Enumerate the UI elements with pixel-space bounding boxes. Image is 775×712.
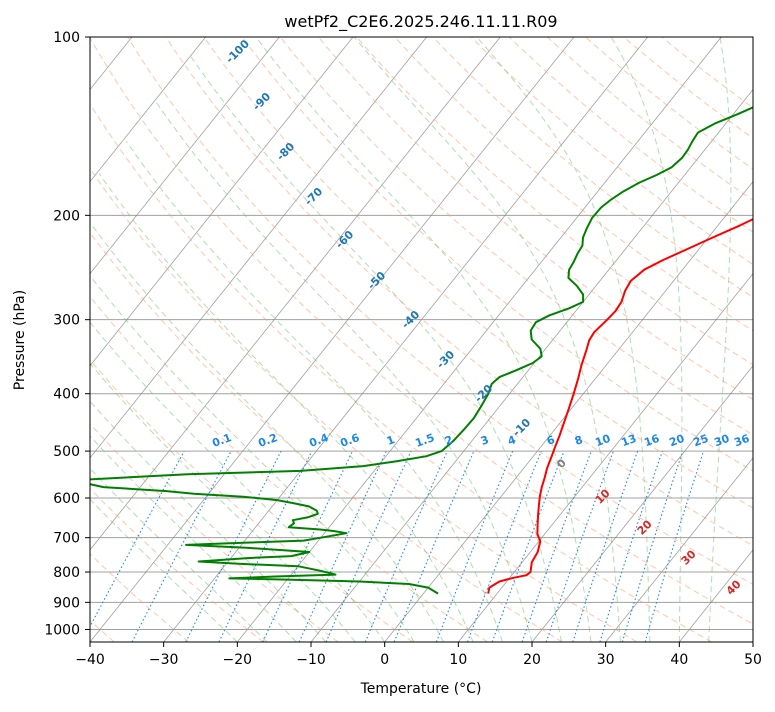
mixing-ratio-label: 0.4 — [307, 431, 330, 450]
dry-adiabat-line — [90, 37, 775, 642]
mixing-ratio-line — [600, 451, 663, 642]
background-lines — [0, 37, 775, 642]
mixing-ratio-label: 30 — [712, 432, 731, 450]
dry-adiabat-line — [547, 37, 775, 642]
x-tick-label: −40 — [75, 652, 105, 668]
dry-adiabat-line — [0, 37, 562, 642]
isotherm-line — [753, 37, 775, 642]
x-tick-label: 30 — [597, 652, 615, 668]
isotherm-line — [16, 37, 500, 642]
isotherm-line — [164, 37, 648, 642]
isotherm-line — [458, 37, 775, 642]
dry-adiabat-label: -50 — [365, 269, 388, 292]
y-tick-label: 800 — [53, 565, 80, 581]
isotherm-line — [679, 37, 775, 642]
mixing-ratio-label: 20 — [667, 432, 686, 450]
mixing-ratio-label: 25 — [691, 432, 710, 449]
isotherm-line — [0, 37, 58, 642]
isotherm-line — [0, 37, 427, 642]
mixing-ratio-line — [299, 451, 386, 642]
mixing-ratio-label: 0.1 — [210, 431, 233, 450]
mixing-ratio-label: 1.5 — [413, 431, 436, 450]
moist-adiabat-line — [126, 141, 502, 642]
y-tick-label: 500 — [53, 444, 80, 460]
chart-title: wetPf2_C2E6.2025.246.11.11.R09 — [284, 12, 557, 32]
moist-adiabat-label: 40 — [724, 577, 744, 597]
mixing-ratio-line — [522, 451, 591, 642]
x-tick-label: 10 — [449, 652, 467, 668]
mixing-ratio-label: 13 — [619, 432, 638, 449]
y-tick-label: 900 — [53, 595, 80, 611]
dry-adiabat-label: -80 — [274, 140, 297, 163]
y-tick-label: 400 — [53, 387, 80, 403]
y-tick-label: 700 — [53, 531, 80, 547]
x-tick-label: 40 — [670, 652, 688, 668]
mixing-ratio-label: 6 — [545, 433, 557, 448]
dry-adiabat-line — [433, 37, 775, 642]
dry-adiabat-line — [166, 37, 775, 642]
mixing-ratio-label: 10 — [593, 432, 612, 450]
y-tick-label: 1000 — [44, 622, 80, 638]
dry-adiabat-line — [0, 37, 488, 642]
dry-adiabat-line — [662, 37, 775, 642]
moist-adiabat-line — [76, 202, 444, 642]
mixing-ratio-label: 0.2 — [256, 431, 279, 450]
moist-adiabat-label: 20 — [635, 517, 655, 537]
dry-adiabat-line — [242, 37, 775, 642]
mixing-ratio-line — [645, 451, 703, 642]
x-tick-label: 20 — [523, 652, 541, 668]
x-tick-label: −30 — [149, 652, 179, 668]
moist-adiabat-label: 10 — [593, 486, 613, 506]
dry-adiabat-label: -40 — [399, 308, 422, 331]
y-tick-label: 300 — [53, 313, 80, 329]
mixing-ratio-label: 36 — [732, 432, 751, 450]
y-tick-label: 600 — [53, 491, 80, 507]
moist-adiabat-line — [3, 291, 326, 642]
moist-adiabat-label: 30 — [679, 547, 699, 567]
dry-adiabat-line — [395, 37, 775, 642]
mixing-ratio-label: 0.6 — [338, 431, 361, 450]
mixing-ratio-label: 3 — [479, 433, 491, 448]
mixing-ratio-label: 16 — [642, 432, 661, 450]
moist-adiabat-line — [709, 37, 731, 642]
isotherm-line — [0, 37, 279, 642]
y-tick-label: 200 — [53, 208, 80, 224]
y-axis-label: Pressure (hPa) — [12, 290, 28, 390]
dry-adiabat-line — [0, 37, 264, 642]
mixing-ratio-line — [263, 451, 353, 642]
mixing-ratio-label: 8 — [573, 433, 585, 448]
mixing-ratio-line — [622, 451, 683, 642]
dry-adiabat-label: -90 — [250, 90, 273, 113]
moist-adiabat-line — [354, 37, 620, 642]
dry-adiabat-line — [13, 37, 637, 642]
moist-adiabat-line — [0, 344, 237, 642]
x-tick-label: −20 — [223, 652, 253, 668]
x-axis: −40 −30 −20 −10 0 10 20 30 40 50 — [75, 642, 762, 668]
dry-adiabat-line — [0, 37, 189, 642]
dry-adiabat-label: -100 — [223, 37, 252, 66]
moist-adiabat-line — [611, 37, 682, 642]
x-tick-label: −10 — [296, 652, 326, 668]
dewpoint-profile-line — [72, 37, 775, 594]
x-tick-label: 0 — [380, 652, 389, 668]
profile-lines — [72, 37, 775, 594]
temperature-profile-line — [488, 37, 775, 594]
line-labels: -100-90-80-70-60-50-40-30-20-10010203040… — [210, 37, 751, 598]
mixing-ratio-line — [573, 451, 638, 642]
mixing-ratio-line — [326, 451, 411, 642]
x-tick-label: 50 — [744, 652, 762, 668]
x-axis-label: Temperature (°C) — [360, 681, 482, 697]
mixing-ratio-label: 1 — [385, 433, 397, 448]
dry-adiabat-line — [357, 37, 775, 642]
dry-adiabat-label: -30 — [434, 348, 457, 371]
y-tick-label: 100 — [53, 30, 80, 46]
mixing-ratio-line — [365, 451, 447, 642]
moist-adiabat-line — [477, 37, 650, 642]
y-axis: 100 200 300 400 500 600 700 800 900 1000 — [44, 30, 90, 638]
mixing-ratio-line — [468, 451, 542, 642]
dry-adiabat-label: -60 — [333, 228, 356, 251]
